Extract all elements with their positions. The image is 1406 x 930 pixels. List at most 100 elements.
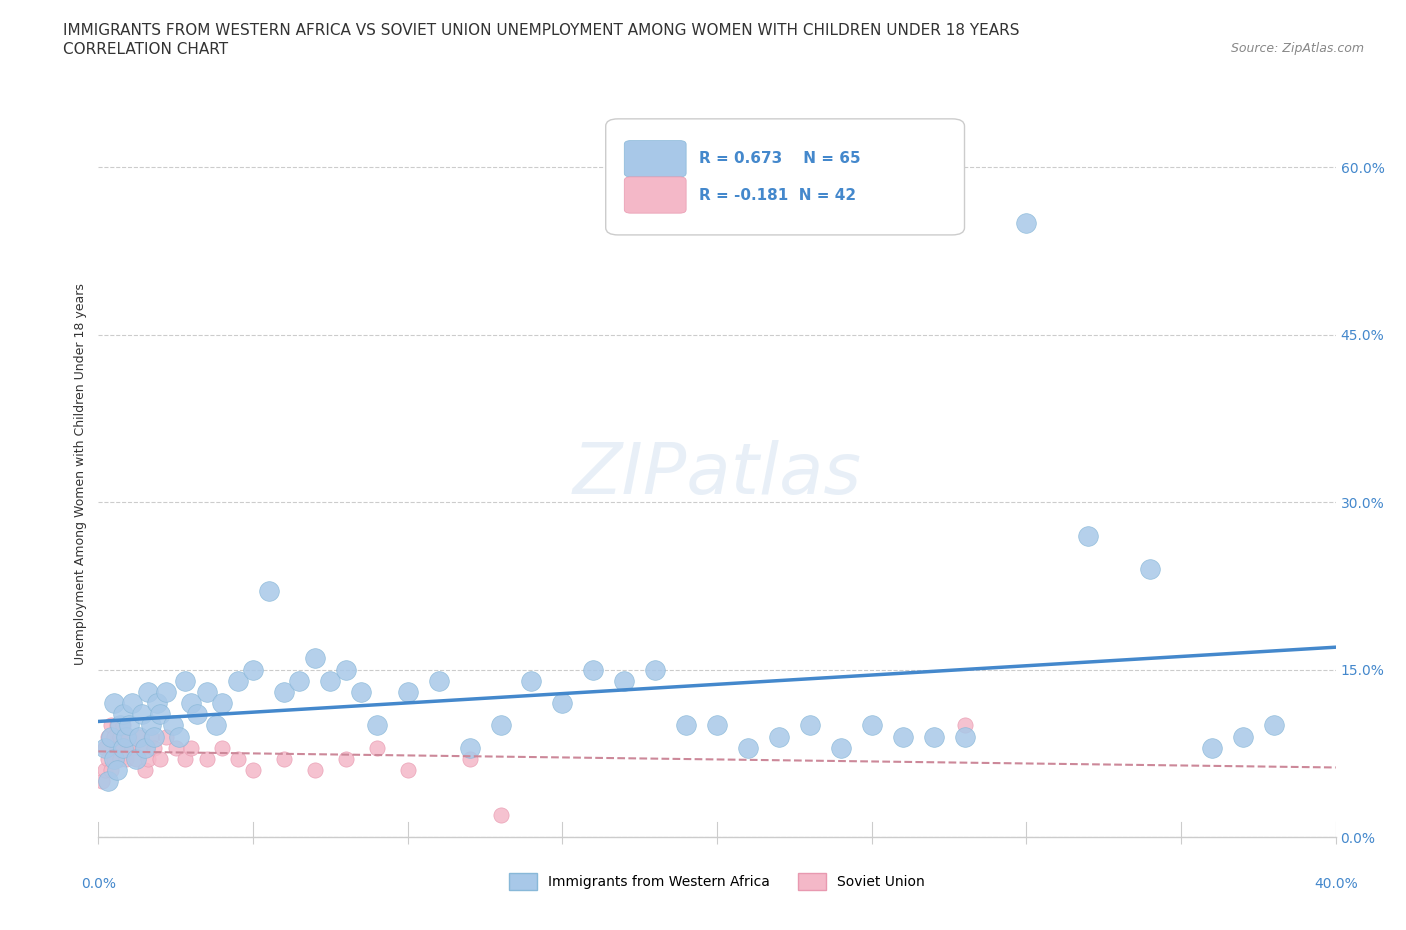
Point xyxy=(149,751,172,766)
Point xyxy=(1077,528,1099,543)
Point xyxy=(124,751,146,766)
Point xyxy=(891,729,914,744)
Point xyxy=(112,740,135,755)
Point xyxy=(112,718,135,733)
Point xyxy=(860,718,883,733)
Point xyxy=(1139,562,1161,577)
Point xyxy=(396,763,419,777)
Point xyxy=(136,751,159,766)
Point xyxy=(1201,740,1223,755)
Point xyxy=(100,729,122,744)
Point xyxy=(195,684,218,699)
Point xyxy=(953,718,976,733)
Point xyxy=(211,740,233,755)
Point xyxy=(799,718,821,733)
Point xyxy=(180,696,202,711)
Point xyxy=(922,729,945,744)
Point xyxy=(613,673,636,688)
Point xyxy=(139,729,162,744)
Point xyxy=(118,718,141,733)
Point xyxy=(304,763,326,777)
Text: CORRELATION CHART: CORRELATION CHART xyxy=(63,42,228,57)
Point xyxy=(186,707,208,722)
Point xyxy=(93,740,115,755)
Point xyxy=(124,751,146,766)
Y-axis label: Unemployment Among Women with Children Under 18 years: Unemployment Among Women with Children U… xyxy=(75,284,87,665)
Point xyxy=(128,729,150,744)
Point xyxy=(205,718,228,733)
Point xyxy=(226,751,249,766)
Text: 0.0%: 0.0% xyxy=(82,877,115,891)
Point xyxy=(242,662,264,677)
Point xyxy=(520,673,543,688)
Point xyxy=(396,684,419,699)
Point xyxy=(93,740,115,755)
Point xyxy=(257,584,280,599)
Point xyxy=(211,696,233,711)
Point xyxy=(644,662,666,677)
Point xyxy=(128,729,150,744)
Point xyxy=(242,763,264,777)
Point xyxy=(226,673,249,688)
Point xyxy=(551,696,574,711)
Point xyxy=(155,684,177,699)
Point xyxy=(121,740,143,755)
Point xyxy=(830,740,852,755)
Point xyxy=(103,751,125,766)
FancyBboxPatch shape xyxy=(624,177,686,213)
Text: IMMIGRANTS FROM WESTERN AFRICA VS SOVIET UNION UNEMPLOYMENT AMONG WOMEN WITH CHI: IMMIGRANTS FROM WESTERN AFRICA VS SOVIET… xyxy=(63,23,1019,38)
Point xyxy=(174,751,197,766)
Point xyxy=(108,751,131,766)
Point xyxy=(165,740,187,755)
Point xyxy=(97,729,120,744)
Point xyxy=(108,718,131,733)
FancyBboxPatch shape xyxy=(624,140,686,177)
Point xyxy=(335,751,357,766)
Point xyxy=(489,807,512,822)
Point xyxy=(131,740,153,755)
Point xyxy=(167,729,190,744)
Point xyxy=(131,707,153,722)
Point xyxy=(1263,718,1285,733)
Point xyxy=(366,740,388,755)
Text: R = 0.673    N = 65: R = 0.673 N = 65 xyxy=(699,152,860,166)
Point xyxy=(121,696,143,711)
Point xyxy=(100,763,122,777)
FancyBboxPatch shape xyxy=(606,119,965,235)
Point xyxy=(737,740,759,755)
Point xyxy=(105,718,128,733)
Point xyxy=(100,718,122,733)
Point xyxy=(112,707,135,722)
Text: 40.0%: 40.0% xyxy=(1313,877,1358,891)
Point xyxy=(288,673,311,688)
Point xyxy=(105,740,128,755)
Point xyxy=(143,740,166,755)
Point xyxy=(174,673,197,688)
Point xyxy=(108,729,131,744)
Text: R = -0.181  N = 42: R = -0.181 N = 42 xyxy=(699,188,856,203)
Point xyxy=(155,729,177,744)
Point xyxy=(582,662,605,677)
Point xyxy=(115,751,138,766)
Point xyxy=(1232,729,1254,744)
Text: Source: ZipAtlas.com: Source: ZipAtlas.com xyxy=(1230,42,1364,55)
Point xyxy=(146,696,169,711)
Point xyxy=(427,673,450,688)
Point xyxy=(103,751,125,766)
Legend: Immigrants from Western Africa, Soviet Union: Immigrants from Western Africa, Soviet U… xyxy=(503,868,931,896)
Point xyxy=(489,718,512,733)
Point xyxy=(366,718,388,733)
Point xyxy=(180,740,202,755)
Point xyxy=(304,651,326,666)
Point xyxy=(90,774,112,789)
Point xyxy=(134,763,156,777)
Point xyxy=(112,740,135,755)
Point xyxy=(273,751,295,766)
Point xyxy=(706,718,728,733)
Point xyxy=(93,763,115,777)
Point xyxy=(768,729,790,744)
Point xyxy=(953,729,976,744)
Point xyxy=(115,729,138,744)
Point xyxy=(136,684,159,699)
Point xyxy=(97,751,120,766)
